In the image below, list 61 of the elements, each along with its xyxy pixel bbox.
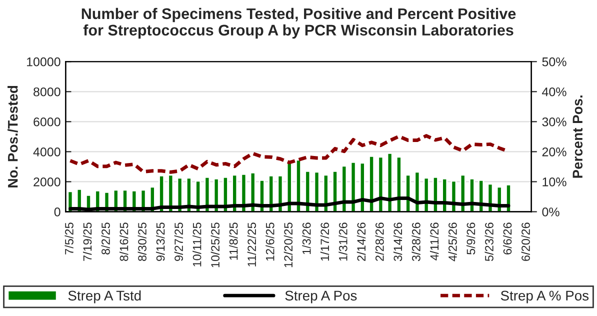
bar [350,161,356,212]
legend-label: Strep A Pos [285,290,357,304]
bar [250,172,256,212]
x-tick-label: 5/9/26 [466,222,476,254]
y2-tick-label: 50% [542,57,566,66]
x-tick-label: 7/5/25 [64,222,74,254]
x-tick-label: 12/6/25 [266,222,274,261]
y-tick-label: 6000 [34,117,60,126]
y2-tick-label: 30% [542,117,566,126]
x-tick-label: 8/16/25 [120,222,128,262]
bar [414,171,420,212]
y2-tick-label: 10% [542,178,566,186]
x-tick-label: 3/14/26 [393,222,402,262]
x-tick-label: 8/30/25 [138,222,146,262]
bar [240,174,247,212]
bar [296,159,302,212]
x-tick-label: 7/19/25 [82,222,92,261]
x-tick-label: 3/28/26 [412,222,420,262]
x-tick-label: 1/31/26 [338,222,348,261]
x-tick-label: 6/20/26 [521,222,530,261]
x-tick-label: 9/27/25 [174,222,183,261]
bar [341,165,348,212]
x-tick-label: 1/3/26 [302,222,311,254]
y-tick-label: 10000 [27,57,60,66]
x-tick-label: 8/2/25 [101,222,110,254]
y-axis-title: No. Pos./Tested [8,86,18,188]
bar [368,155,375,212]
y-tick-label: 0 [54,208,60,216]
bar [386,152,393,212]
chart-title: Number of Specimens Tested, Positive and Percent Positive for Streptococcus Group A by PCR Wisconsin Laboratories [82,8,516,39]
bar [432,176,438,212]
x-tick-label: 5/23/26 [484,222,494,262]
x-tick-label: 6/6/26 [503,222,512,254]
y2-axis-title: Percent Pos. [572,96,583,178]
bar [506,184,512,212]
x-tick-label: 10/11/25 [192,222,202,266]
legend-label: Strep A % Pos [500,290,589,304]
x-tick-label: 4/11/26 [430,222,439,260]
x-tick-label: 9/13/25 [156,222,165,261]
y2-tick-label: 0% [542,208,560,216]
x-tick-label: 2/14/26 [356,222,366,261]
bar [378,156,384,212]
bar [222,176,228,212]
x-tick-label: 2/28/26 [375,222,384,261]
bar [204,176,210,212]
bar [396,156,402,212]
x-tick-label: 11/8/25 [229,222,238,260]
y-tick-label: 8000 [34,87,60,96]
y2-tick-label: 20% [542,147,566,156]
y-tick-label: 4000 [33,147,60,156]
y-tick-label: 2000 [34,178,60,186]
bar [304,170,311,212]
x-tick-label: 10/25/25 [210,222,220,268]
x-tick-label: 11/22/25 [247,222,256,266]
x-tick-label: 12/20/25 [284,222,293,268]
legend-label: Strep A Tstd [68,290,141,304]
bar [332,170,338,212]
bar [359,162,366,212]
x-tick-label: 1/17/26 [320,222,330,261]
x-tick-label: 4/25/26 [448,222,457,262]
y2-tick-label: 40% [542,87,566,96]
